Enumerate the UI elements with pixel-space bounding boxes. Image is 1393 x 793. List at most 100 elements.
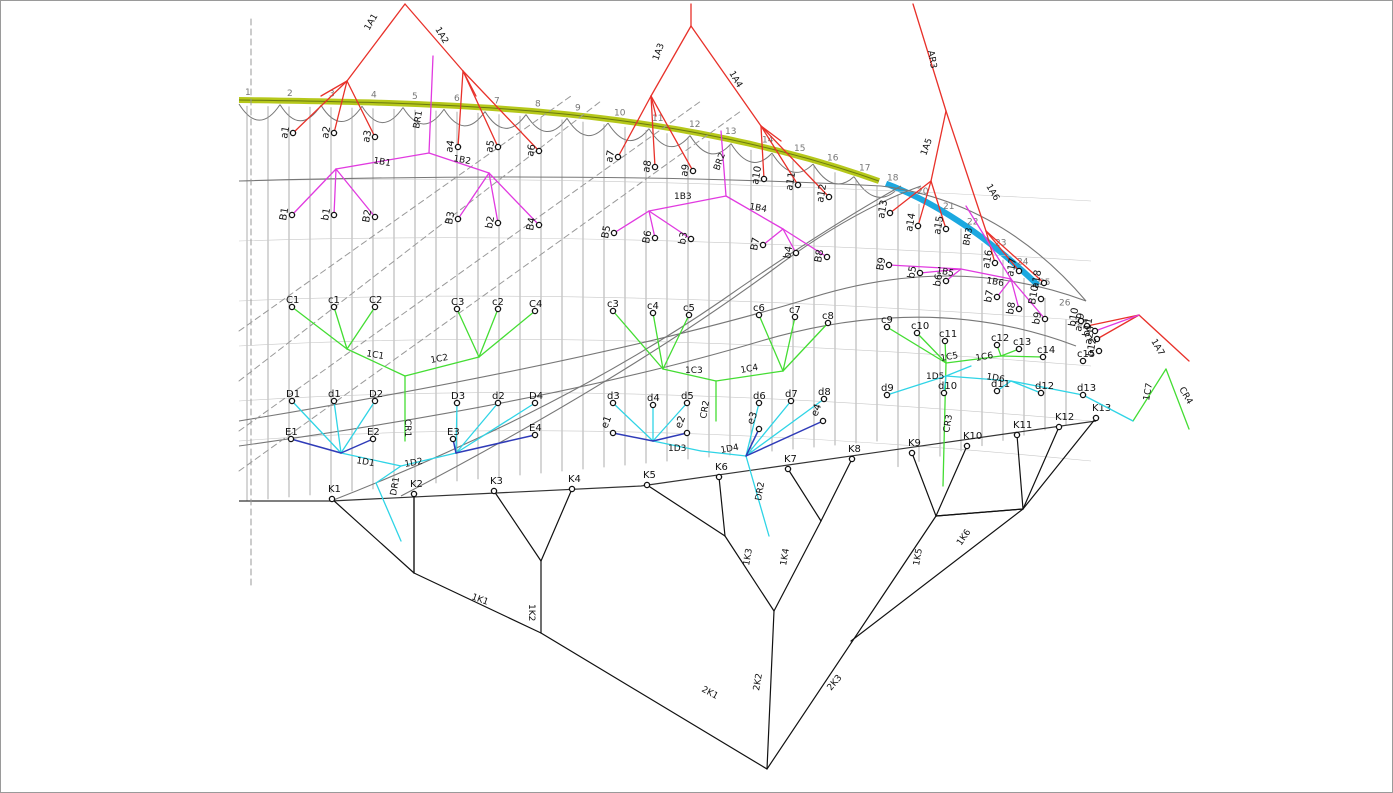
node-marker — [791, 313, 799, 321]
node-marker — [794, 181, 802, 189]
node-label: d11 — [991, 379, 1010, 390]
branch-line — [612, 432, 654, 442]
branch-line — [996, 278, 1012, 298]
branch-line — [346, 80, 376, 138]
grid-curve — [238, 392, 1092, 422]
node-label: e2 — [673, 415, 688, 431]
node-marker — [787, 397, 795, 405]
node-marker — [651, 234, 659, 242]
node-label: K5 — [643, 470, 656, 481]
edge-number: 17 — [859, 164, 870, 174]
node-label: b6 — [932, 273, 945, 287]
node-label: c1 — [328, 295, 340, 306]
branch-line — [965, 205, 1012, 280]
grid-curve — [238, 430, 1092, 462]
branch-line — [335, 152, 430, 170]
branch-label: 1A2 — [432, 26, 449, 46]
ground-link — [935, 508, 1024, 517]
facade-edge-outline — [238, 99, 880, 182]
inner-curve — [238, 316, 1077, 447]
edge-number: 15 — [794, 144, 805, 154]
node-label: d13 — [1077, 383, 1096, 394]
node-label: D3 — [451, 391, 465, 402]
node-label: b12 — [1085, 337, 1099, 358]
node-marker — [531, 307, 539, 315]
node-marker — [328, 495, 336, 503]
branch-line — [745, 398, 825, 457]
node-label: E1 — [285, 427, 298, 438]
node-label: D2 — [369, 389, 383, 400]
branch-label: CR2 — [699, 400, 712, 420]
node-label: b10 — [1067, 307, 1081, 328]
edge-number: 20 — [917, 187, 929, 197]
edge-number: 9 — [575, 104, 581, 114]
branch-line — [782, 228, 828, 258]
node-marker — [1093, 335, 1101, 343]
node-marker — [942, 277, 950, 285]
branch-line — [455, 402, 458, 454]
node-label: c12 — [991, 333, 1009, 344]
node-label: d12 — [1035, 381, 1054, 392]
node-label: B3 — [444, 211, 457, 226]
node-label: d7 — [785, 389, 798, 400]
branch-line — [650, 95, 694, 172]
ground-branch — [331, 498, 415, 574]
branch-label: DR2 — [754, 481, 767, 501]
branch-line — [745, 455, 770, 537]
node-marker — [759, 241, 767, 249]
branch-line — [648, 195, 727, 212]
branch-label: CR3 — [942, 414, 955, 434]
branch-line — [650, 95, 656, 168]
edge-number: 2 — [287, 89, 293, 99]
branch-line — [886, 326, 947, 364]
branch-line — [613, 210, 650, 234]
branch-label: AR3 — [925, 50, 938, 70]
node-marker — [755, 425, 763, 433]
branch-label: CR1 — [402, 419, 412, 437]
arch-scallop — [238, 103, 281, 121]
node-label: d3 — [607, 391, 620, 402]
facade-edge-highlight-blue — [884, 180, 1041, 288]
node-label: d8 — [818, 387, 831, 398]
branch-line — [930, 180, 947, 230]
node-label: E2 — [367, 427, 380, 438]
branch-label: 1D3 — [668, 444, 686, 454]
node-label: B6 — [641, 230, 654, 245]
node-label: K2 — [410, 479, 423, 490]
node-marker — [792, 249, 800, 257]
branch-line — [457, 70, 464, 148]
node-marker — [531, 431, 539, 439]
node-marker — [371, 213, 379, 221]
node-label: e1 — [599, 415, 614, 431]
diagonal-guide — [238, 110, 742, 472]
branch-label: 1B2 — [452, 154, 471, 167]
branch-line — [400, 452, 457, 467]
ground-trunk-2K1 — [540, 632, 768, 770]
red-branch — [1096, 314, 1140, 340]
branch-line — [612, 310, 664, 370]
arch-scallop — [853, 176, 896, 198]
branch-label: 1A3 — [651, 42, 666, 62]
node-marker — [755, 399, 763, 407]
arch-scallop — [525, 114, 568, 132]
node-label: a3 — [361, 129, 374, 143]
branch-line — [291, 400, 342, 454]
branch-label: 1K2 — [526, 604, 536, 621]
arch-scallop — [443, 108, 486, 127]
node-label: b4 — [782, 245, 795, 259]
node-label: B10 — [1027, 284, 1041, 305]
branch-line — [375, 482, 402, 542]
branch-line — [617, 95, 652, 158]
node-label: c11 — [939, 329, 957, 340]
branch-label: 1K6 — [955, 528, 973, 548]
branch-line — [944, 340, 947, 364]
branch-line — [1010, 380, 1042, 394]
node-label: b9 — [1031, 311, 1044, 325]
node-marker — [993, 293, 1001, 301]
node-label: a15 — [932, 215, 946, 235]
branch-line — [700, 450, 747, 457]
node-marker — [819, 417, 827, 425]
node-marker — [1015, 305, 1023, 313]
arch-scallop — [484, 111, 527, 129]
node-marker — [689, 167, 697, 175]
